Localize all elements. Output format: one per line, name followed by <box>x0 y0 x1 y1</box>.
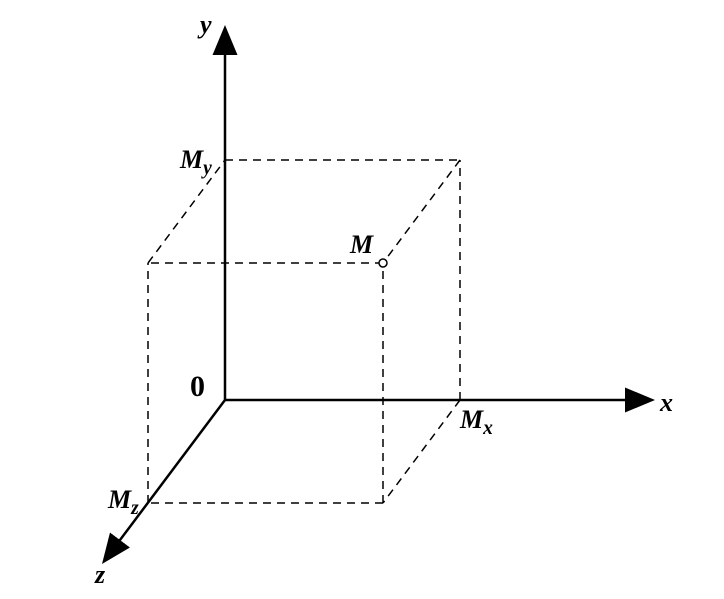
coordinate-diagram: 0 x y z M Mx My Mz <box>0 0 724 599</box>
mx-label-main: M <box>460 405 483 434</box>
my-label-sub: y <box>203 158 212 179</box>
x-axis-label: x <box>660 388 673 418</box>
mz-label-main: M <box>108 485 131 514</box>
m-label: M <box>350 230 373 260</box>
origin-label: 0 <box>190 370 205 404</box>
edge-ftr-m <box>383 160 460 263</box>
z-axis <box>105 400 225 560</box>
mx-label-sub: x <box>483 418 493 439</box>
z-axis-label: z <box>95 560 105 590</box>
axes-group <box>105 30 650 560</box>
mz-label-sub: z <box>131 498 139 519</box>
my-label: My <box>180 145 212 180</box>
my-label-main: M <box>180 145 203 174</box>
point-m <box>379 259 387 267</box>
y-axis-label: y <box>200 10 212 40</box>
mz-label: Mz <box>108 485 139 520</box>
cuboid-group <box>148 160 460 503</box>
edge-mx-bfr <box>383 400 460 503</box>
mx-label: Mx <box>460 405 493 440</box>
